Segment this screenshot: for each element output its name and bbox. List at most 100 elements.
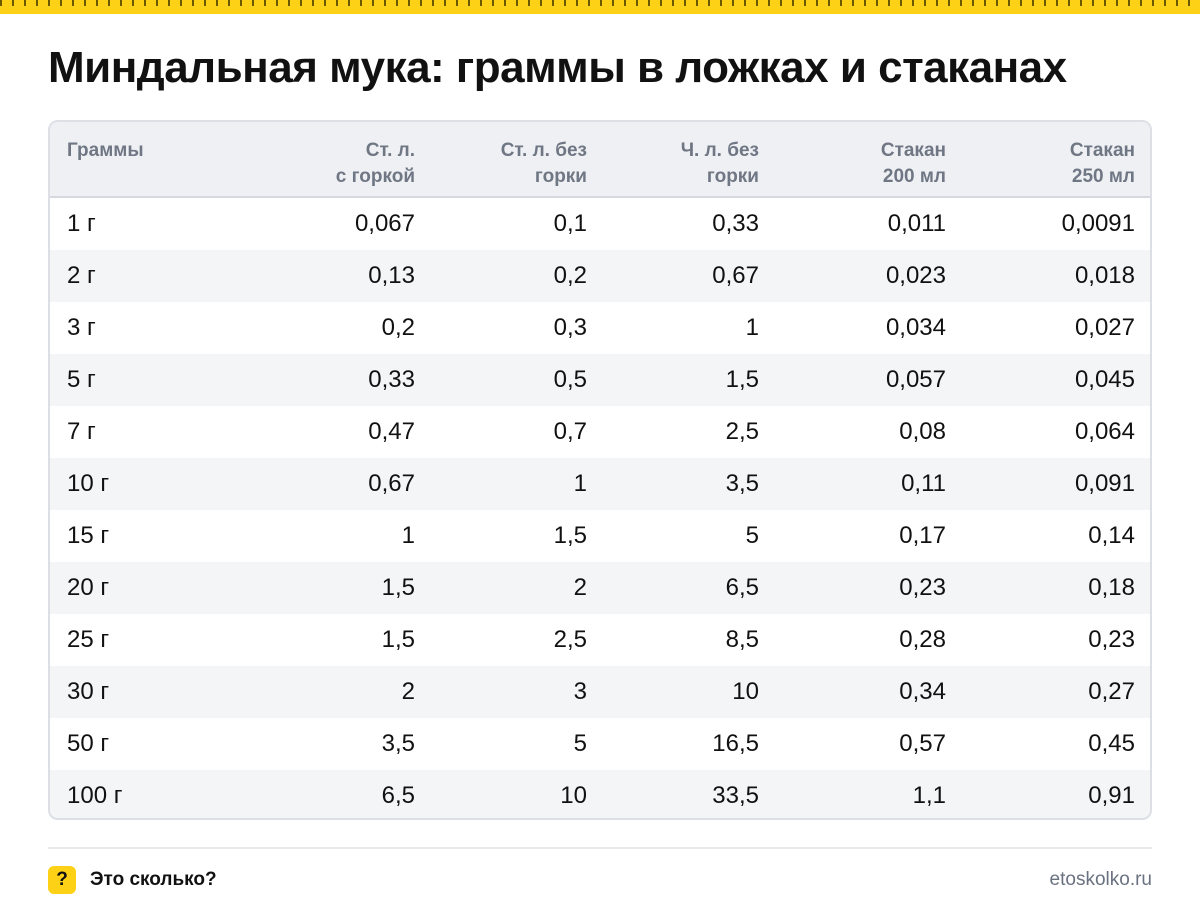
table-row: 20 г 1,5 2 6,5 0,23 0,18 [50, 562, 1150, 614]
conversion-table: Граммы Ст. л. с горкой Ст. л. без горки … [48, 120, 1152, 820]
value-cell: 0,7 [553, 418, 587, 445]
value-cell: 0,23 [1088, 626, 1135, 653]
value-cell: 0,064 [1074, 418, 1135, 445]
value-cell: 0,057 [885, 366, 946, 393]
grams-cell: 3 г [67, 314, 96, 341]
value-cell: 0,57 [899, 730, 946, 757]
header-sublabel: с горкой [335, 166, 415, 187]
table-row: 50 г 3,5 5 16,5 0,57 0,45 [50, 718, 1150, 770]
brand[interactable]: ? Это сколько? [48, 866, 217, 894]
value-cell: 1,1 [912, 782, 946, 809]
value-cell: 0,67 [368, 470, 415, 497]
grams-cell: 10 г [67, 470, 110, 497]
value-cell: 5 [745, 522, 759, 549]
grams-cell: 5 г [67, 366, 96, 393]
value-cell: 0,47 [368, 418, 415, 445]
value-cell: 0,33 [368, 366, 415, 393]
ruler-stripe [0, 0, 1200, 14]
value-cell: 0,91 [1088, 782, 1135, 809]
table-row: 15 г 1 1,5 5 0,17 0,14 [50, 510, 1150, 562]
header-sublabel: 200 мл [882, 166, 946, 187]
value-cell: 2 [401, 678, 415, 705]
table-row: 1 г 0,067 0,1 0,33 0,011 0,0091 [50, 198, 1150, 250]
value-cell: 2,5 [725, 418, 759, 445]
value-cell: 0,14 [1088, 522, 1135, 549]
value-cell: 1,5 [553, 522, 587, 549]
header-label: Стакан [880, 140, 946, 161]
table-row: 7 г 0,47 0,7 2,5 0,08 0,064 [50, 406, 1150, 458]
value-cell: 10 [732, 678, 759, 705]
grams-cell: 20 г [67, 574, 110, 601]
value-cell: 0,0091 [1061, 210, 1135, 237]
value-cell: 0,2 [553, 262, 587, 289]
value-cell: 33,5 [712, 782, 759, 809]
value-cell: 0,27 [1088, 678, 1135, 705]
grams-cell: 2 г [67, 262, 96, 289]
grams-cell: 50 г [67, 730, 110, 757]
header-sublabel: 250 мл [1071, 166, 1135, 187]
value-cell: 3,5 [725, 470, 759, 497]
grams-cell: 30 г [67, 678, 110, 705]
value-cell: 0,091 [1074, 470, 1135, 497]
header-label: Ст. л. без [500, 140, 587, 161]
table-row: 100 г 6,5 10 33,5 1,1 0,91 [50, 770, 1150, 818]
header-label: Граммы [67, 140, 144, 161]
grams-cell: 1 г [67, 210, 96, 237]
value-cell: 1,5 [381, 626, 415, 653]
value-cell: 0,1 [553, 210, 587, 237]
value-cell: 1 [401, 522, 415, 549]
column-header-cup-200: Стакан 200 мл [759, 122, 946, 196]
value-cell: 0,13 [368, 262, 415, 289]
column-header-tbsp-level: Ст. л. без горки [415, 122, 587, 196]
value-cell: 0,023 [885, 262, 946, 289]
value-cell: 0,45 [1088, 730, 1135, 757]
value-cell: 1,5 [381, 574, 415, 601]
value-cell: 0,5 [553, 366, 587, 393]
column-header-tsp-level: Ч. л. без горки [587, 122, 759, 196]
value-cell: 5 [573, 730, 587, 757]
value-cell: 1 [573, 470, 587, 497]
value-cell: 6,5 [725, 574, 759, 601]
header-sublabel: горки [706, 166, 759, 187]
value-cell: 0,33 [712, 210, 759, 237]
value-cell: 3,5 [381, 730, 415, 757]
table-body: 1 г 0,067 0,1 0,33 0,011 0,0091 2 г 0,13 0,2 0,67… [50, 198, 1150, 818]
value-cell: 8,5 [725, 626, 759, 653]
value-cell: 3 [573, 678, 587, 705]
value-cell: 0,018 [1074, 262, 1135, 289]
footer-divider [48, 847, 1152, 849]
value-cell: 0,027 [1074, 314, 1135, 341]
value-cell: 0,034 [885, 314, 946, 341]
value-cell: 0,34 [899, 678, 946, 705]
page-title: Миндальная мука: граммы в ложках и стака… [48, 43, 1067, 92]
value-cell: 0,11 [901, 470, 946, 497]
brand-name: Это сколько? [90, 869, 217, 890]
value-cell: 1,5 [725, 366, 759, 393]
value-cell: 0,08 [899, 418, 946, 445]
value-cell: 1 [745, 314, 759, 341]
header-label: Стакан [1069, 140, 1135, 161]
value-cell: 0,28 [899, 626, 946, 653]
grams-cell: 7 г [67, 418, 96, 445]
value-cell: 0,011 [887, 210, 946, 237]
table-row: 30 г 2 3 10 0,34 0,27 [50, 666, 1150, 718]
column-header-grams: Граммы [50, 122, 250, 196]
grams-cell: 25 г [67, 626, 110, 653]
value-cell: 10 [560, 782, 587, 809]
value-cell: 2,5 [553, 626, 587, 653]
value-cell: 0,045 [1074, 366, 1135, 393]
header-sublabel: горки [534, 166, 587, 187]
site-link[interactable]: etoskolko.ru [1049, 869, 1152, 890]
value-cell: 0,2 [381, 314, 415, 341]
value-cell: 16,5 [712, 730, 759, 757]
grams-cell: 100 г [67, 782, 123, 809]
column-header-tbsp-heaped: Ст. л. с горкой [250, 122, 415, 196]
table-row: 10 г 0,67 1 3,5 0,11 0,091 [50, 458, 1150, 510]
value-cell: 0,67 [712, 262, 759, 289]
value-cell: 0,3 [553, 314, 587, 341]
table-row: 3 г 0,2 0,3 1 0,034 0,027 [50, 302, 1150, 354]
value-cell: 0,23 [899, 574, 946, 601]
table-row: 2 г 0,13 0,2 0,67 0,023 0,018 [50, 250, 1150, 302]
column-header-cup-250: Стакан 250 мл [946, 122, 1135, 196]
table-header-row: Граммы Ст. л. с горкой Ст. л. без горки … [50, 122, 1150, 198]
